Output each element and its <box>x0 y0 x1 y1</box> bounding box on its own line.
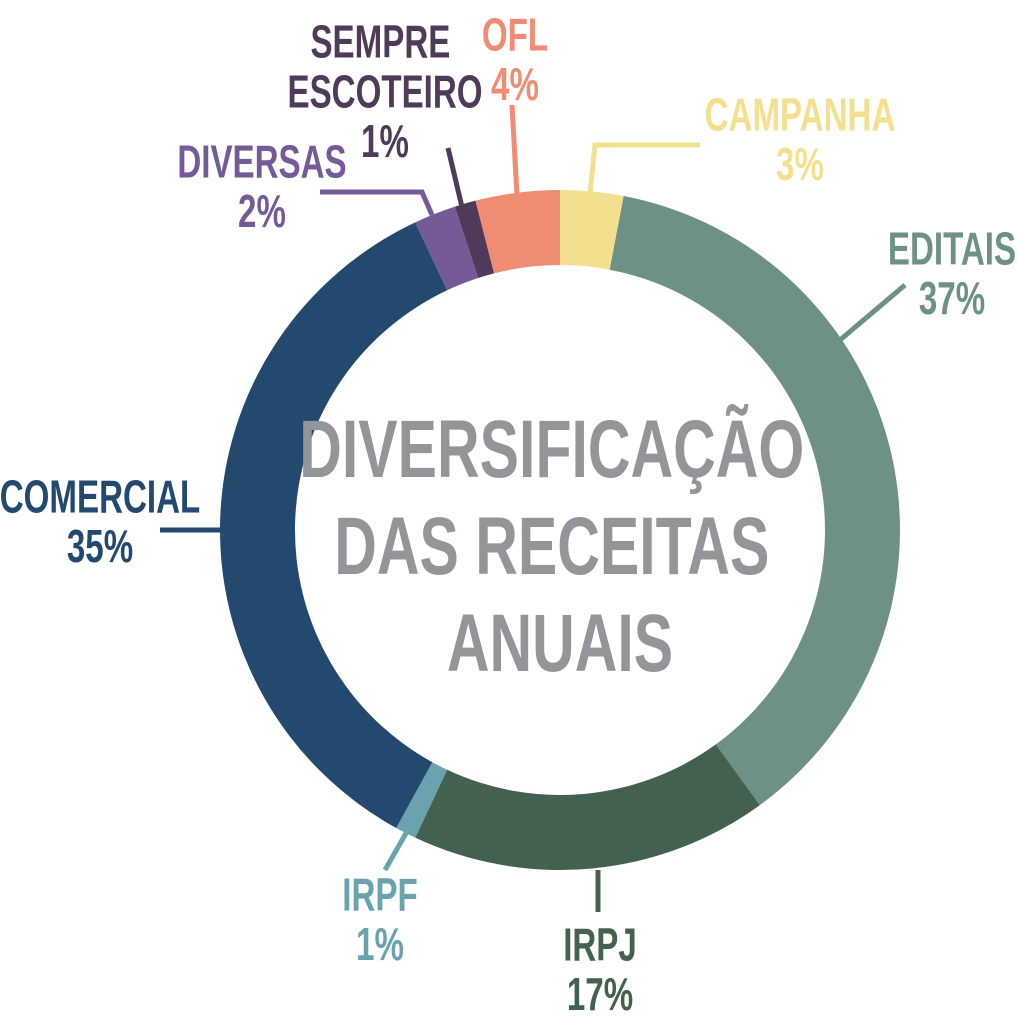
slice-label-line: CAMPANHA <box>705 90 896 140</box>
slice-label: IRPF <box>342 870 417 920</box>
value-label: 1% <box>361 117 409 167</box>
value-label-group: 1% <box>356 920 404 970</box>
slice-label-group: COMERCIAL <box>0 472 200 522</box>
value-label: 2% <box>238 187 286 237</box>
donut-slice <box>475 190 560 274</box>
leader-line <box>838 283 907 342</box>
slice-label-line: SEMPRE <box>310 17 459 67</box>
chart-title-line: DIVERSIFICAÇÃO <box>299 402 820 495</box>
donut-slice <box>415 744 760 870</box>
slice-label: DIVERSAS <box>177 137 346 187</box>
slice-label-line: IRPF <box>342 870 417 920</box>
value-label-group: 1% <box>361 117 409 167</box>
donut-slice <box>415 206 479 291</box>
chart-title-line: ANUAIS <box>447 597 673 689</box>
value-label-group: 37% <box>919 274 985 324</box>
value-label: 35% <box>67 522 133 572</box>
slice-label-group: CAMPANHA <box>705 90 896 140</box>
slice-label-group: DIVERSAS <box>177 137 346 187</box>
value-label-group: 2% <box>238 187 286 237</box>
slice-label-group: OFL <box>482 10 548 60</box>
slice-label: EDITAIS <box>888 224 1016 274</box>
slice-label: COMERCIAL <box>0 472 200 522</box>
slice-label-line: IRPJ <box>563 920 637 970</box>
donut-slice <box>609 196 901 806</box>
chart-title-line: DAS RECEITAS <box>334 500 786 592</box>
value-label: 1% <box>356 920 404 970</box>
value-label: 3% <box>776 140 824 190</box>
value-label-group: 17% <box>567 970 633 1019</box>
slice-label: SEMPRE ESCOTEIRO <box>287 17 482 117</box>
slice-label: IRPJ <box>563 920 637 970</box>
value-label-group: 35% <box>67 522 133 572</box>
slice-label: OFL <box>482 10 548 60</box>
slice-label-group: EDITAIS <box>888 224 1016 274</box>
slice-label: CAMPANHA <box>705 90 896 140</box>
donut-slice <box>396 762 448 838</box>
value-label: 37% <box>919 274 985 324</box>
slice-label-group: IRPF <box>342 870 417 920</box>
leader-line <box>320 189 435 216</box>
leader-line <box>587 142 700 194</box>
value-label-group: 4% <box>491 60 539 110</box>
slice-label-group: SEMPRE ESCOTEIRO <box>287 17 482 117</box>
chart-title-group: DIVERSIFICAÇÃO DAS RECEITAS ANUAIS <box>299 402 820 689</box>
leader-line <box>509 104 520 196</box>
leader-line <box>445 147 465 208</box>
value-label: 17% <box>567 970 633 1019</box>
donut-slice <box>560 190 624 270</box>
value-label: 4% <box>491 60 539 110</box>
value-label-group: 3% <box>776 140 824 190</box>
slice-label-line: OFL <box>482 10 548 60</box>
donut-slice <box>219 222 448 828</box>
slice-label-line: ESCOTEIRO <box>287 67 482 117</box>
slice-label-line: EDITAIS <box>888 224 1016 274</box>
chart-title: DIVERSIFICAÇÃO DAS RECEITAS ANUAIS <box>299 402 820 689</box>
donut-slice <box>454 200 495 278</box>
slice-label-line: DIVERSAS <box>177 137 346 187</box>
leader-line <box>382 798 428 872</box>
slice-label-group: IRPJ <box>563 920 637 970</box>
slice-label-line: COMERCIAL <box>0 472 200 522</box>
